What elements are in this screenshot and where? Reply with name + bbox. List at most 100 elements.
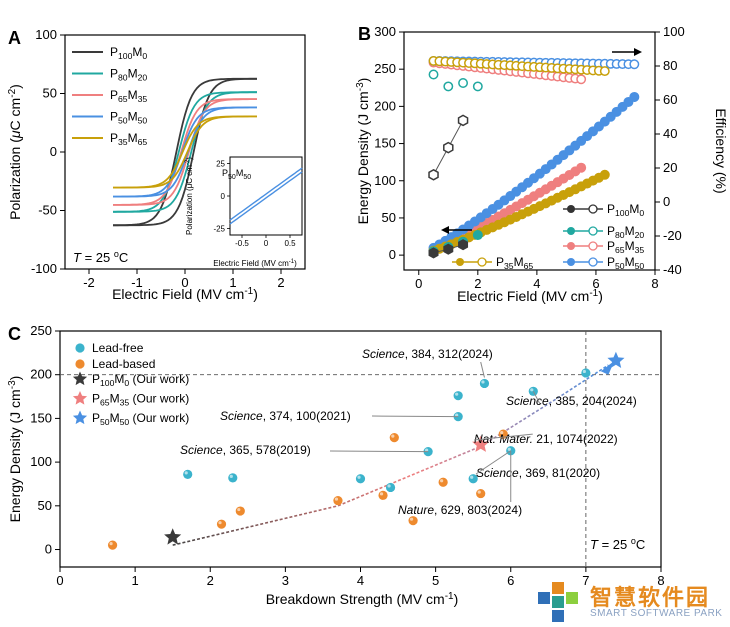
legend-marker-filled-P50M50 — [567, 258, 575, 266]
inset-content: -0.5 0 0.5 -25 0 25 — [213, 160, 303, 248]
loop-P35M65-lower — [113, 115, 257, 189]
y-tick-label: 50 — [382, 210, 396, 225]
logo-square-icon — [552, 582, 564, 594]
lead-free-point-highlight — [470, 475, 474, 479]
reference-leader-line — [371, 415, 459, 418]
x-tick-label: 2 — [474, 276, 481, 291]
inset-xlabel: Electric Field (MV cm-1) — [213, 259, 297, 268]
logo-square-icon — [566, 592, 578, 604]
panel-a: -2 -1 0 1 2 -100 -50 0 50 100 Electric Field (MV … — [7, 27, 306, 302]
lead-based-point-highlight — [218, 521, 222, 525]
loop-P65M35-lower — [113, 98, 257, 206]
legend-label-P80M20: P80M20 — [607, 224, 644, 240]
panel-c: 0 1 2 3 4 5 6 7 8 0 50 100 150 200 250 Breakdown Stren… — [7, 323, 665, 607]
efficiency-point-P100M0 — [428, 168, 439, 181]
legend-label-P100M0: P100M0 — [607, 202, 644, 218]
reference-label: Science, 369, 81(2020) — [476, 466, 600, 480]
legend-label-P65M35: P65M35 — [607, 239, 644, 255]
legend-star-P100M0 — [72, 371, 88, 386]
energy-point-P65M35 — [576, 162, 587, 173]
legend-marker-filled-P100M0 — [567, 205, 575, 213]
lead-based-point-highlight — [500, 431, 504, 435]
trend-arrow-icon — [600, 360, 615, 375]
y-tick-label: 250 — [374, 61, 396, 76]
legend-star-P50M50 — [72, 410, 88, 425]
efficiency-point-P65M35 — [576, 74, 587, 85]
legend-label-P65M35: P65M35 (Our work) — [92, 392, 189, 408]
logo-square-icon — [552, 610, 564, 622]
loop-P80M20-lower — [113, 91, 257, 213]
x-tick-label: 7 — [582, 573, 589, 588]
lead-free-point — [479, 378, 490, 389]
efficiency-point-P80M20 — [458, 78, 469, 88]
energy-point-P80M20 — [472, 230, 483, 241]
panel-a-ticks: -2 -1 0 1 2 -100 -50 0 50 100 — [31, 27, 285, 290]
legend-marker-open-P50M50 — [588, 257, 598, 267]
lead-based-point-highlight — [440, 479, 444, 483]
reference-label: Science, 385, 204(2024) — [506, 394, 637, 408]
x-tick-label: 8 — [657, 573, 664, 588]
lead-free-point-highlight — [184, 471, 188, 475]
left-arrow-icon — [441, 226, 472, 234]
x-tick-label: 4 — [533, 276, 540, 291]
reference-leader-line — [475, 450, 512, 475]
y-tick-label: 0 — [50, 144, 57, 159]
reference-leader-line — [480, 361, 485, 378]
lead-based-point — [333, 495, 343, 506]
y-tick-label: -100 — [31, 261, 57, 276]
x-tick-label: -2 — [83, 275, 95, 290]
lead-free-point-highlight — [507, 447, 511, 451]
x-tick-label: 6 — [592, 276, 599, 291]
lead-based-point — [107, 540, 118, 550]
x-tick-label: 8 — [651, 276, 658, 291]
lead-free-point-highlight — [425, 448, 429, 452]
lead-free-point — [453, 391, 463, 401]
y-tick-label: 100 — [30, 454, 52, 469]
panel-c-guides — [60, 331, 661, 567]
energy-point-P35M65 — [599, 169, 610, 180]
y-tick-label: 100 — [374, 173, 396, 188]
y-tick-label: 250 — [30, 323, 52, 338]
legend-marker-open-P65M35 — [588, 241, 598, 251]
x-tick-label: -1 — [131, 275, 143, 290]
lead-free-point-highlight — [229, 474, 233, 478]
efficiency-point-P35M65 — [599, 66, 610, 77]
y-right-tick-label: 80 — [663, 58, 677, 73]
logo: 智慧软件园 SMART SOFTWARE PARK — [536, 580, 726, 624]
lead-based-point — [235, 506, 245, 516]
panel-a-legend: P100M0 P80M20 P65M35 P50M50 P35M65 — [72, 45, 147, 147]
panel-a-curves — [113, 77, 257, 227]
lead-free-point-highlight — [481, 380, 485, 384]
legend-label-P80M20: P80M20 — [110, 67, 147, 83]
y-right-tick-label: 60 — [663, 92, 677, 107]
legend-label-Lead-based: Lead-based — [92, 357, 155, 371]
y-tick-label: 200 — [30, 367, 52, 382]
legend-marker-open-P80M20 — [588, 226, 598, 236]
inset-loop-lower — [229, 171, 303, 225]
y-right-tick-label: 0 — [663, 194, 670, 209]
energy-point-P100M0 — [443, 243, 454, 255]
lead-based-point-highlight — [237, 507, 241, 512]
y-right-tick-label: 20 — [663, 160, 677, 175]
panel-a-xlabel: Electric Field (MV cm-1) — [112, 286, 258, 302]
panel-letter-c: C — [8, 324, 21, 344]
lead-based-point — [438, 477, 448, 487]
y-tick-label: 150 — [30, 410, 52, 425]
lead-free-point-highlight — [357, 475, 361, 479]
inset-frame — [229, 156, 303, 236]
lead-based-point — [378, 490, 388, 500]
legend-marker-filled-P80M20 — [567, 227, 575, 235]
panel-b-frame — [403, 31, 656, 271]
lead-free-point — [183, 469, 193, 479]
y-tick-label: 300 — [374, 24, 396, 39]
x-tick-label: 0 — [415, 276, 422, 291]
x-tick-label: 0 — [56, 573, 63, 588]
panel-c-ticks: 0 1 2 3 4 5 6 7 8 0 50 100 150 200 250 — [30, 323, 664, 588]
y-tick-label: 150 — [374, 136, 396, 151]
x-tick-label: 5 — [432, 573, 439, 588]
panel-c-references: Science, 384, 312(2024) Science, 374, 100… — [180, 347, 637, 517]
lead-based-point — [408, 516, 418, 526]
